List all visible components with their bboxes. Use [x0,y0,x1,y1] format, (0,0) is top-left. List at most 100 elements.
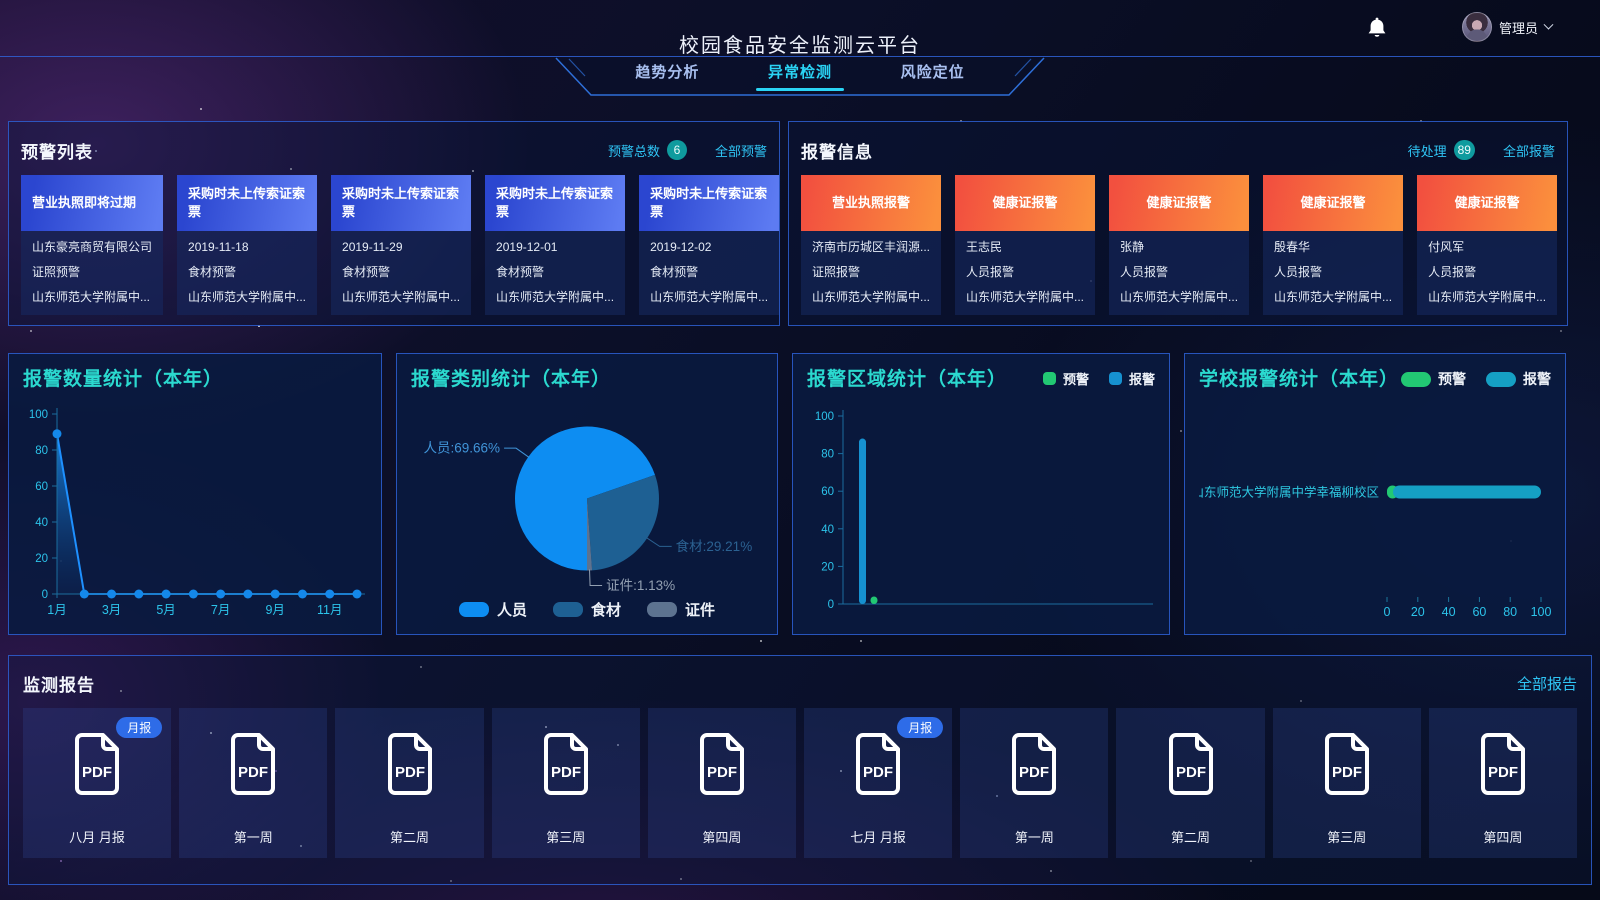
svg-text:PDF: PDF [82,764,112,781]
warning-list-panel: 预警列表 预警总数 6 全部预警 营业执照即将过期 山东豪亮商贸有限公司 证照预… [8,121,780,326]
alarm-card[interactable]: 健康证报警 付风军 人员报警 山东师范大学附属中... [1417,175,1558,315]
page-title: 校园食品安全监测云平台 [679,35,921,57]
alarm-card[interactable]: 健康证报警 王志民 人员报警 山东师范大学附属中... [955,175,1096,315]
report-card[interactable]: 月报 PDF 七月 月报 [804,708,953,858]
svg-text:PDF: PDF [863,764,893,781]
report-card[interactable]: 月报 PDF 第一周 [960,708,1109,858]
alarm-card[interactable]: 健康证报警 殷春华 人员报警 山东师范大学附属中... [1263,175,1404,315]
pending-badge: 89 [1453,140,1475,160]
warning-card-title: 采购时未上传索证索票 [485,175,626,231]
svg-text:证件: 证件 [685,601,715,619]
svg-text:0: 0 [42,589,48,601]
tab-risk-location[interactable]: 风险定位 [900,64,965,81]
alarm-card-line1: 张静 [1120,240,1145,254]
svg-text:40: 40 [1442,605,1456,619]
pdf-icon: PDF [543,733,588,795]
chevron-down-icon [1543,19,1554,30]
report-card-label: 七月 月报 [850,830,906,845]
svg-text:40: 40 [35,517,48,529]
svg-text:5月: 5月 [156,603,175,617]
warning-card-line3: 山东师范大学附属中... [188,290,307,304]
alarm-card[interactable]: 健康证报警 张静 人员报警 山东师范大学附属中... [1109,175,1250,315]
svg-text:11月: 11月 [317,603,342,617]
warning-card[interactable]: 采购时未上传索证索票 2019-11-29 食材预警 山东师范大学附属中... [331,175,472,315]
pdf-icon: PDF [231,733,276,795]
svg-text:PDF: PDF [1019,764,1049,781]
alarm-card[interactable]: 营业执照报警 济南市历城区丰润源... 证照报警 山东师范大学附属中... [801,175,942,315]
all-alarms-link[interactable]: 全部报警 [1502,143,1555,159]
warning-total-label: 预警总数 [607,143,660,159]
alarm-card-line3: 山东师范大学附属中... [812,290,931,304]
all-reports-link[interactable]: 全部报告 [1516,675,1577,693]
report-card-label: 第四周 [1483,830,1523,845]
alarm-card-line2: 人员报警 [1428,265,1477,279]
alarm-card-title: 健康证报警 [1417,175,1558,231]
monthly-report-badge: 月报 [116,717,163,738]
svg-text:60: 60 [35,481,48,493]
tab-trend-analysis[interactable]: 趋势分析 [635,64,700,81]
svg-text:40: 40 [821,524,834,536]
svg-text:20: 20 [1411,605,1425,619]
report-card-label: 八月 月报 [69,830,125,845]
school-alarm-legend: 预警 报警 [1401,364,1551,389]
alarm-panel-title: 报警信息 [801,142,873,162]
alarm-region-bar-chart: 0 20 40 60 80 100 [807,400,1155,624]
avatar [1461,12,1492,42]
report-card[interactable]: 月报 PDF 第一周 [179,708,328,858]
svg-text:PDF: PDF [1488,764,1518,781]
notification-bell-icon[interactable] [1366,17,1388,46]
svg-text:20: 20 [821,561,834,573]
warning-card[interactable]: 采购时未上传索证索票 2019-11-18 食材预警 山东师范大学附属中... [177,175,318,315]
warning-card-line1: 2019-12-01 [496,240,558,254]
report-card[interactable]: 月报 PDF 第二周 [1116,708,1265,858]
warning-card[interactable]: 采购时未上传索证索票 2019-12-01 食材预警 山东师范大学附属中... [485,175,626,315]
svg-text:20: 20 [35,553,48,565]
report-card[interactable]: 月报 PDF 第四周 [1428,708,1578,858]
alarm-card-line3: 山东师范大学附属中... [1274,290,1393,304]
alarm-card-line3: 山东师范大学附属中... [1120,290,1239,304]
warning-card[interactable]: 营业执照即将过期 山东豪亮商贸有限公司 证照预警 山东师范大学附属中... [21,175,164,315]
alarm-info-panel: 报警信息 待处理 89 全部报警 营业执照报警 济南市历城区丰润源... 证照报… [788,121,1568,326]
warning-card-title: 采购时未上传索证索票 [639,175,780,231]
pdf-icon: PDF [1012,733,1057,795]
alarm-card-line1: 济南市历城区丰润源... [812,240,931,254]
svg-text:食材: 食材 [591,601,621,619]
svg-text:人员:69.66%: 人员:69.66% [424,441,501,456]
all-warnings-link[interactable]: 全部预警 [714,143,767,159]
pdf-icon: PDF [1480,733,1525,795]
svg-text:80: 80 [1503,605,1517,619]
alarm-region-legend: 预警 报警 [1042,364,1155,388]
monitoring-reports-panel: 监测报告 全部报告 月报 PDF 八月 月报 月报 PDF [8,655,1592,885]
svg-text:0: 0 [828,599,834,611]
report-card[interactable]: 月报 PDF 八月 月报 [23,708,172,858]
user-menu[interactable]: 管理员 [1461,12,1554,42]
warning-card-line3: 山东师范大学附属中... [650,290,769,304]
user-name: 管理员 [1498,20,1538,36]
warning-card-title: 营业执照即将过期 [21,175,164,231]
tab-anomaly-detection[interactable]: 异常检测 [756,61,844,91]
school-alarm-chart-title: 学校报警统计（本年） [1199,369,1400,390]
warning-card-line1: 山东豪亮商贸有限公司 [32,240,153,254]
svg-text:60: 60 [821,486,834,498]
alarm-card-line3: 山东师范大学附属中... [966,290,1085,304]
tab-bar: 趋势分析 异常检测 风险定位 [555,57,1045,97]
warning-card-line1: 2019-12-02 [650,240,712,254]
report-card-label: 第二周 [390,830,430,845]
alarm-card-line2: 人员报警 [1274,265,1323,279]
alarm-card-title: 营业执照报警 [801,175,942,231]
app-header: 校园食品安全监测云平台 管理员 [0,0,1600,57]
alarm-category-pie-chart: 人员:69.66% 食材:29.21% 证件:1.13% 人员 食材 证件 [411,400,763,624]
warning-card-title: 采购时未上传索证索票 [177,175,318,231]
pdf-icon: PDF [856,733,901,795]
report-card-label: 第三周 [1327,830,1367,845]
monthly-report-badge: 月报 [897,717,944,738]
warning-card[interactable]: 采购时未上传索证索票 2019-12-02 食材预警 山东师范大学附属中... [639,175,780,315]
report-card[interactable]: 月报 PDF 第二周 [335,708,484,858]
report-card[interactable]: 月报 PDF 第三周 [491,708,640,858]
svg-text:食材:29.21%: 食材:29.21% [676,538,753,554]
alarm-count-area-chart: 0 20 40 60 80 100 1月 3月 5月 7月 9月 11月 [23,400,367,624]
report-card[interactable]: 月报 PDF 第四周 [647,708,797,858]
report-card[interactable]: 月报 PDF 第三周 [1272,708,1421,858]
alarm-region-chart-title: 报警区域统计（本年） [807,369,1008,390]
pdf-icon: PDF [387,733,432,795]
